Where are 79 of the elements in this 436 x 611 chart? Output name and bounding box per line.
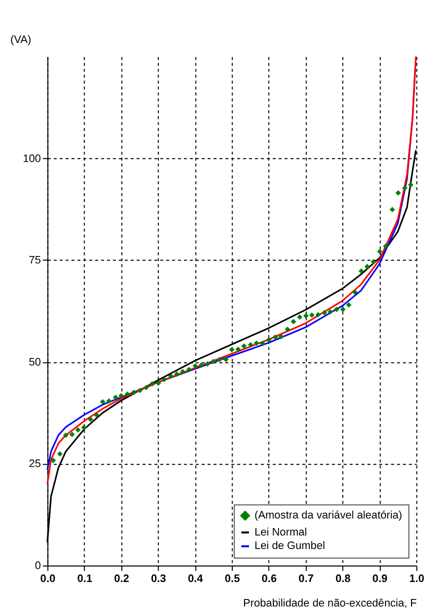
- point: [174, 371, 180, 377]
- point: [241, 343, 247, 349]
- point: [124, 391, 130, 397]
- x-tick-label: 0.9: [372, 572, 388, 585]
- point: [137, 388, 143, 394]
- y-tick-label: 100: [22, 152, 41, 165]
- y-tick-label: 0: [34, 560, 41, 572]
- y-tick-label: 75: [28, 254, 41, 267]
- point: [346, 302, 352, 308]
- x-axis-title: Probabilidade de não-excedência, F: [243, 597, 418, 610]
- x-tick-label: 0.7: [298, 572, 314, 585]
- point: [216, 356, 222, 362]
- x-tick-label: 0.6: [262, 572, 277, 585]
- point: [382, 244, 388, 249]
- legend-label: (Amostra da variável aleatória): [254, 510, 402, 522]
- point: [309, 312, 315, 318]
- point: [144, 384, 149, 390]
- x-tick-label: 0.1: [77, 572, 92, 585]
- point: [75, 427, 81, 433]
- y-axis-title: (VA): [10, 34, 32, 46]
- x-tick-label: 0.3: [150, 572, 166, 585]
- point: [334, 306, 340, 312]
- y-tick-label: 50: [28, 356, 41, 368]
- point: [118, 392, 124, 398]
- point: [88, 416, 94, 422]
- point: [328, 309, 334, 315]
- point: [81, 424, 87, 430]
- point: [130, 390, 136, 396]
- legend-label: Lei Normal: [254, 526, 307, 538]
- point: [377, 248, 382, 254]
- point: [370, 259, 376, 264]
- point: [162, 376, 167, 382]
- point: [395, 190, 401, 196]
- point: [284, 326, 290, 332]
- point: [390, 206, 395, 212]
- point: [168, 373, 174, 379]
- point: [290, 318, 296, 324]
- point: [303, 313, 309, 319]
- point: [315, 312, 321, 318]
- point: [106, 398, 112, 404]
- x-tick-label: 1.0: [409, 572, 424, 585]
- point: [63, 432, 68, 438]
- point: [180, 368, 186, 374]
- point: [358, 268, 364, 274]
- x-tick-label: 0.0: [40, 572, 56, 585]
- point: [229, 346, 235, 352]
- point: [248, 342, 254, 348]
- point: [408, 182, 414, 188]
- point: [254, 340, 260, 346]
- y-tick-label: 25: [28, 458, 41, 470]
- x-tick-label: 0.5: [224, 572, 240, 585]
- point: [50, 458, 56, 464]
- point: [198, 362, 204, 368]
- point: [69, 432, 75, 438]
- point: [156, 380, 162, 386]
- point: [296, 314, 302, 320]
- point: [402, 185, 408, 191]
- point: [364, 264, 370, 270]
- point: [149, 381, 155, 387]
- point: [204, 361, 210, 367]
- point: [266, 337, 272, 343]
- point: [186, 366, 192, 372]
- point: [278, 334, 284, 340]
- legend-label: Lei de Gumbel: [254, 540, 326, 552]
- x-tick-label: 0.2: [114, 572, 130, 585]
- x-tick-label: 0.4: [188, 572, 203, 585]
- point: [340, 306, 346, 312]
- point: [322, 310, 328, 316]
- point: [112, 394, 118, 400]
- point: [57, 451, 63, 457]
- point: [100, 399, 106, 405]
- point: [260, 340, 266, 346]
- point: [223, 356, 229, 362]
- point: [94, 412, 100, 418]
- point: [272, 334, 278, 340]
- point: [210, 358, 216, 364]
- point: [235, 346, 241, 352]
- point: [192, 363, 198, 369]
- x-tick-label: 0.8: [335, 572, 351, 585]
